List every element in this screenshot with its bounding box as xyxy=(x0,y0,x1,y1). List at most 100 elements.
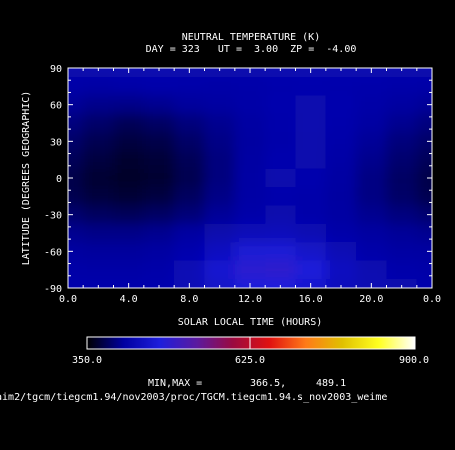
heatmap-cell xyxy=(325,77,357,96)
heatmap-cell xyxy=(325,205,357,225)
heatmap-cell xyxy=(83,205,114,225)
heatmap-cell xyxy=(143,168,175,188)
file-path: /aim2/tgcm/tiegcm1.94/nov2003/proc/TGCM.… xyxy=(0,392,387,403)
y-tick-label: 30 xyxy=(50,137,62,148)
heatmap-cell xyxy=(204,278,236,288)
heatmap-cell xyxy=(416,168,432,188)
heatmap-cell xyxy=(234,205,266,225)
heatmap-cell xyxy=(416,150,432,170)
heatmap-cell xyxy=(143,95,175,115)
heatmap-cell xyxy=(386,68,418,78)
minmax-label: MIN,MAX = xyxy=(148,378,202,389)
chart-title: NEUTRAL TEMPERATURE (K) xyxy=(182,32,320,43)
heatmap-cell xyxy=(234,242,266,261)
heatmap-cell xyxy=(416,260,432,280)
y-tick-label: -90 xyxy=(44,284,62,295)
heatmap-cell xyxy=(416,77,432,96)
heatmap-cell xyxy=(234,260,266,280)
heatmap-cell xyxy=(386,278,418,288)
heatmap-cell xyxy=(325,68,357,78)
y-tick-label: 60 xyxy=(50,101,62,112)
heatmap-cell xyxy=(68,278,84,288)
heatmap-cell xyxy=(68,187,84,206)
heatmap-cell xyxy=(386,168,418,188)
heatmap-cell xyxy=(143,77,175,96)
y-axis: 90 60 30 0 -30 -60 -90 xyxy=(44,64,432,295)
heatmap-cell xyxy=(174,168,205,188)
heatmap-cell xyxy=(295,150,327,170)
heatmap-cell xyxy=(83,278,114,288)
heatmap-cell xyxy=(83,95,114,115)
heatmap-cell xyxy=(143,223,175,243)
heatmap-cell xyxy=(416,132,432,151)
y-tick-label: 0 xyxy=(56,174,62,185)
heatmap-cell xyxy=(416,187,432,206)
heatmap-cell xyxy=(265,168,296,188)
heatmap-cell xyxy=(174,113,205,133)
heatmap-cell xyxy=(416,278,432,288)
y-tick-label: 90 xyxy=(50,64,62,75)
heatmap-cell xyxy=(68,113,84,133)
heatmap-cell xyxy=(83,223,114,243)
heatmap-cell xyxy=(234,187,266,206)
heatmap-cell xyxy=(386,77,418,96)
heatmap-cell xyxy=(83,132,114,151)
y-tick-label: -60 xyxy=(44,247,62,258)
heatmap-cell xyxy=(325,132,357,151)
heatmap-cell xyxy=(325,260,357,280)
colorbar-max-label: 900.0 xyxy=(399,355,429,366)
heatmap-cell xyxy=(83,68,114,78)
y-axis-label: LATITUDE (DEGREES GEOGRAPHIC) xyxy=(21,91,32,266)
heatmap-cell xyxy=(265,242,296,261)
heatmap-cell xyxy=(113,95,145,115)
heatmap-cell xyxy=(83,260,114,280)
x-tick-label: 4.0 xyxy=(120,294,138,305)
heatmap-cell xyxy=(174,242,205,261)
heatmap-cell xyxy=(204,260,236,280)
x-tick-label: 8.0 xyxy=(180,294,198,305)
heatmap-cell xyxy=(204,132,236,151)
heatmap-cell xyxy=(386,187,418,206)
heatmap-cell xyxy=(295,260,327,280)
heatmap-cell xyxy=(325,223,357,243)
heatmap-cell xyxy=(265,223,296,243)
heatmap-cell xyxy=(265,150,296,170)
heatmap-cell xyxy=(83,242,114,261)
heatmap-cell xyxy=(143,132,175,151)
heatmap-cell xyxy=(325,278,357,288)
heatmap-cell xyxy=(265,132,296,151)
heatmap-cell xyxy=(325,150,357,170)
heatmap-cell xyxy=(265,187,296,206)
heatmap-cell xyxy=(143,187,175,206)
heatmap-cell xyxy=(113,187,145,206)
heatmap-cell xyxy=(265,113,296,133)
heatmap-cell xyxy=(234,150,266,170)
heatmap-cell xyxy=(234,168,266,188)
heatmap-cell xyxy=(265,205,296,225)
heatmap-cell xyxy=(204,205,236,225)
heatmap-cell xyxy=(174,132,205,151)
heatmap-cell xyxy=(68,260,84,280)
heatmap-cell xyxy=(356,187,387,206)
heatmap-cell xyxy=(204,95,236,115)
heatmap-cell xyxy=(295,205,327,225)
heatmap-cell xyxy=(416,205,432,225)
heatmap-cell xyxy=(386,260,418,280)
x-axis-label: SOLAR LOCAL TIME (HOURS) xyxy=(178,317,323,328)
colorbar-min-label: 350.0 xyxy=(72,355,102,366)
heatmap-cell xyxy=(265,95,296,115)
heatmap-cell xyxy=(295,77,327,96)
heatmap-cell xyxy=(204,168,236,188)
heatmap-cell xyxy=(356,205,387,225)
heatmap-cell xyxy=(386,132,418,151)
heatmap-cell xyxy=(68,205,84,225)
heatmap-cell xyxy=(295,223,327,243)
heatmap-cell xyxy=(234,95,266,115)
heatmap-cell xyxy=(113,205,145,225)
x-tick-label: 12.0 xyxy=(238,294,262,305)
heatmap-cell xyxy=(68,68,84,78)
heatmap-cell xyxy=(295,113,327,133)
heatmap-cell xyxy=(265,278,296,288)
heatmap-cell xyxy=(143,205,175,225)
heatmap-cell xyxy=(174,150,205,170)
